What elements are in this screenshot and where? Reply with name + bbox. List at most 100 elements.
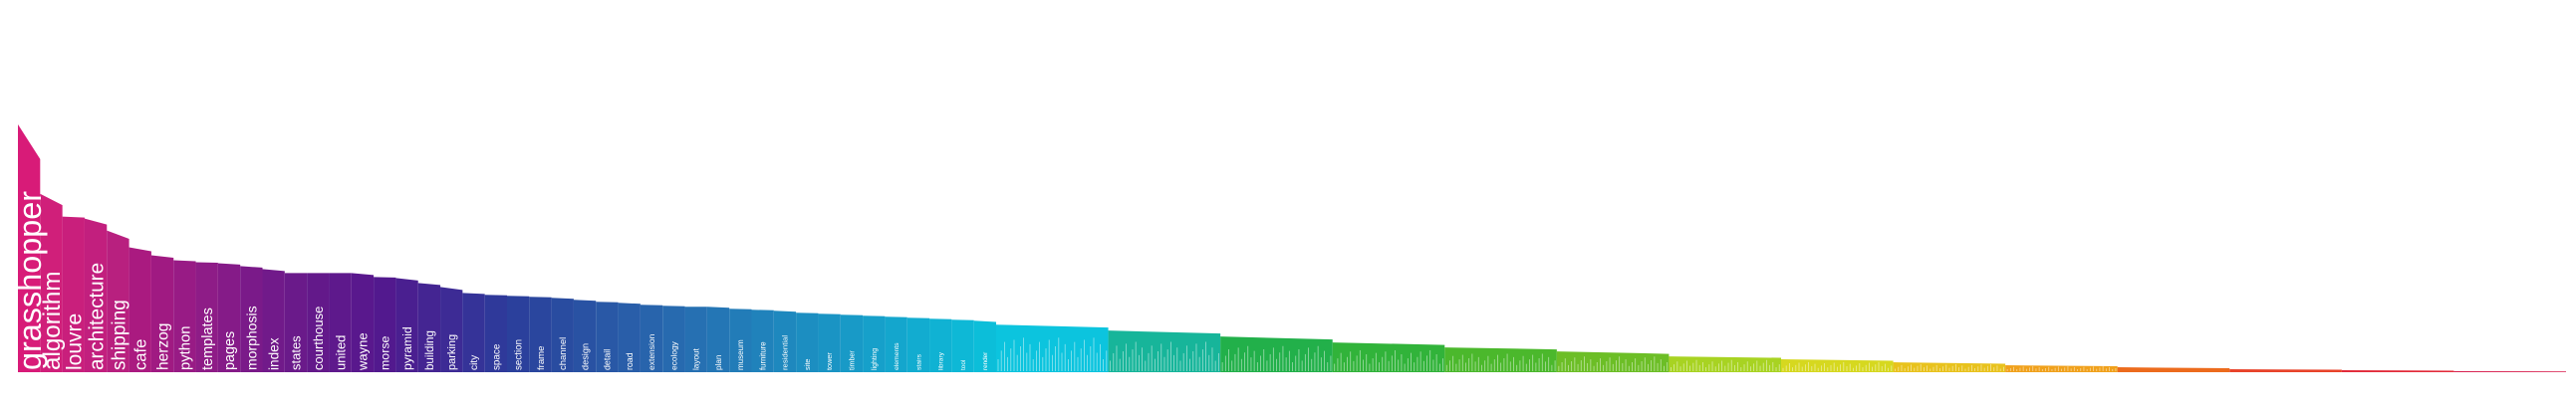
column-courthouse bbox=[307, 273, 330, 372]
tail-band-green-2 bbox=[1332, 342, 1445, 372]
column-parking bbox=[440, 287, 463, 372]
column-elements bbox=[885, 316, 907, 372]
label-templates: templates bbox=[200, 308, 216, 370]
label-tower: tower bbox=[825, 352, 834, 370]
label-index: index bbox=[267, 337, 282, 370]
tail-band-red-orange bbox=[2229, 369, 2342, 372]
column-algorithm bbox=[40, 193, 63, 372]
column-stairs bbox=[906, 317, 930, 372]
labeled-columns bbox=[18, 124, 996, 372]
label-building: building bbox=[423, 330, 436, 370]
column-render bbox=[973, 320, 996, 372]
column-grasshopper bbox=[18, 124, 41, 372]
label-site: site bbox=[803, 358, 812, 370]
label-space: space bbox=[491, 343, 502, 370]
tail-band-lime bbox=[1556, 351, 1670, 372]
column-python bbox=[173, 260, 196, 372]
label-frame: frame bbox=[536, 345, 547, 370]
column-layout bbox=[684, 307, 707, 372]
label-library: library bbox=[938, 351, 945, 370]
column-residential bbox=[773, 310, 797, 372]
column-plan bbox=[706, 307, 730, 372]
tail-band-red bbox=[2341, 370, 2454, 372]
column-morphosis bbox=[240, 266, 263, 372]
label-timber: timber bbox=[848, 350, 856, 370]
column-extension bbox=[640, 305, 663, 372]
column-tower bbox=[818, 313, 841, 372]
tail-band-amber bbox=[2005, 365, 2118, 372]
tail-band-crimson bbox=[2453, 371, 2566, 372]
label-algorithm: algorithm bbox=[39, 272, 66, 370]
label-furniture: furniture bbox=[758, 341, 767, 370]
label-shipping: shipping bbox=[109, 300, 129, 370]
label-parking: parking bbox=[446, 334, 458, 370]
column-site bbox=[796, 312, 819, 372]
column-ecology bbox=[662, 306, 685, 372]
tail-band-green-3 bbox=[1444, 347, 1557, 372]
tail-band-gold bbox=[1893, 362, 2006, 372]
label-section: section bbox=[514, 339, 525, 370]
label-residential: residential bbox=[781, 335, 790, 370]
label-stairs: stairs bbox=[915, 353, 922, 370]
column-cafe bbox=[129, 247, 151, 372]
column-timber bbox=[840, 314, 864, 372]
label-morse: morse bbox=[379, 335, 392, 370]
label-museum: museum bbox=[736, 339, 745, 370]
column-building bbox=[417, 283, 441, 372]
label-detail: detail bbox=[603, 349, 613, 370]
column-shipping bbox=[107, 230, 129, 372]
column-design bbox=[573, 300, 597, 372]
label-lighting: lighting bbox=[872, 348, 879, 370]
label-road: road bbox=[625, 352, 635, 370]
column-united bbox=[329, 273, 352, 372]
label-city: city bbox=[469, 354, 480, 370]
label-states: states bbox=[289, 335, 304, 370]
tail-band-cyan bbox=[996, 324, 1109, 372]
column-detail bbox=[596, 302, 619, 372]
column-channel bbox=[551, 298, 574, 372]
column-pyramid bbox=[395, 278, 418, 372]
column-louvre bbox=[62, 216, 85, 372]
label-morphosis: morphosis bbox=[243, 306, 259, 370]
label-united: united bbox=[333, 335, 348, 370]
tail-band-green bbox=[1220, 336, 1333, 372]
column-frame bbox=[529, 297, 552, 372]
label-render: render bbox=[982, 352, 989, 370]
label-wayne: wayne bbox=[356, 332, 371, 371]
label-courthouse: courthouse bbox=[311, 307, 326, 370]
label-tool: tool bbox=[960, 360, 967, 370]
column-section bbox=[507, 296, 530, 372]
column-index bbox=[262, 269, 285, 372]
tail-band-teal bbox=[1108, 330, 1221, 372]
column-space bbox=[484, 295, 507, 372]
column-furniture bbox=[751, 310, 774, 372]
label-herzog: herzog bbox=[155, 323, 172, 370]
column-pages bbox=[217, 263, 241, 372]
column-lighting bbox=[863, 315, 886, 372]
column-tool bbox=[951, 319, 974, 372]
label-extension: extension bbox=[646, 333, 656, 370]
label-pyramid: pyramid bbox=[400, 326, 414, 370]
label-cafe: cafe bbox=[131, 339, 150, 370]
column-herzog bbox=[150, 255, 174, 372]
label-louvre: louvre bbox=[63, 313, 86, 370]
label-grasshopper: grasshopper bbox=[12, 191, 48, 370]
column-library bbox=[929, 318, 952, 372]
tail-band-orange bbox=[2117, 367, 2230, 372]
column-wayne bbox=[351, 273, 375, 372]
label-architecture: architecture bbox=[86, 263, 109, 370]
tail-bands bbox=[996, 324, 2566, 372]
column-architecture bbox=[84, 218, 108, 372]
column-road bbox=[618, 303, 641, 372]
label-design: design bbox=[580, 343, 590, 370]
column-city bbox=[462, 293, 485, 372]
label-ecology: ecology bbox=[668, 340, 678, 370]
column-templates bbox=[195, 262, 218, 372]
label-pages: pages bbox=[222, 331, 238, 370]
label-plan: plan bbox=[714, 354, 723, 370]
column-museum bbox=[729, 309, 752, 372]
column-states bbox=[284, 273, 308, 372]
label-layout: layout bbox=[692, 347, 701, 370]
